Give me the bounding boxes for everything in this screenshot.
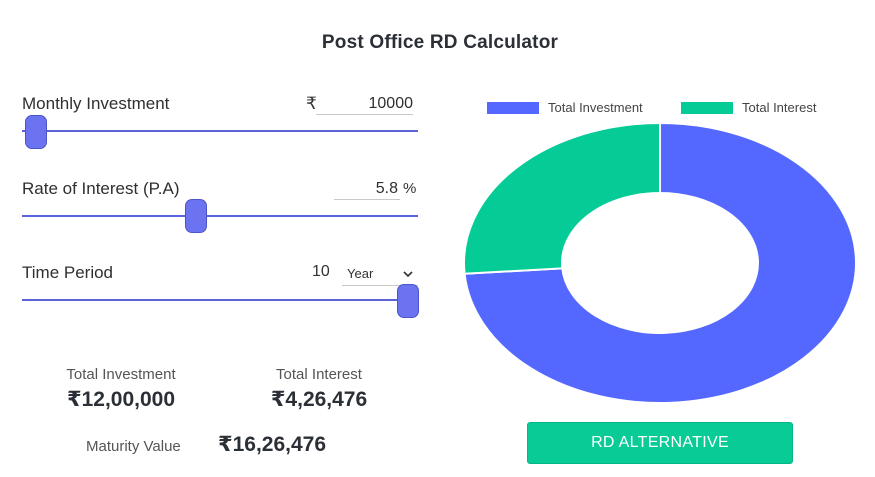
time-period-label: Time Period <box>22 263 114 282</box>
time-period-unit-text: Year <box>347 266 374 281</box>
total-investment-label: Total Investment <box>66 366 176 383</box>
rd-alternative-button[interactable]: RD ALTERNATIVE <box>527 422 793 464</box>
time-period-slider-thumb[interactable] <box>397 284 419 318</box>
rate-of-interest-slider-thumb[interactable] <box>185 199 207 233</box>
monthly-investment-input[interactable]: 10000 <box>316 95 413 115</box>
donut-slice-total-investment[interactable] <box>463 121 857 404</box>
legend-swatch-total-investment <box>487 102 539 114</box>
legend-label-total-interest[interactable]: Total Interest <box>742 100 817 115</box>
rate-of-interest-input[interactable]: 5.8 <box>334 180 400 200</box>
monthly-investment-slider-thumb[interactable] <box>25 115 47 149</box>
rate-of-interest-slider-track[interactable] <box>22 215 418 217</box>
total-interest-label: Total Interest <box>276 366 362 383</box>
time-period-value[interactable]: 10 <box>312 263 330 280</box>
rate-of-interest-label: Rate of Interest (P.A) <box>22 179 180 198</box>
monthly-investment-slider-track[interactable] <box>22 130 418 132</box>
donut-slice-total-interest[interactable] <box>463 121 661 275</box>
maturity-value-label: Maturity Value <box>86 438 181 455</box>
legend-swatch-total-interest <box>681 102 733 114</box>
total-investment-value: ₹12,00,000 <box>66 388 176 411</box>
time-period-slider-track[interactable] <box>22 299 418 301</box>
total-interest-value: ₹4,26,476 <box>270 388 368 411</box>
time-period-unit-select[interactable]: Year <box>342 266 418 286</box>
chevron-down-icon <box>403 271 413 278</box>
maturity-value: ₹16,26,476 <box>218 433 327 456</box>
page-title: Post Office RD Calculator <box>321 32 559 53</box>
rupee-symbol: ₹ <box>306 94 317 113</box>
monthly-investment-label: Monthly Investment <box>22 94 170 113</box>
percent-unit: % <box>403 180 417 197</box>
legend-label-total-investment[interactable]: Total Investment <box>548 100 643 115</box>
investment-interest-donut-chart <box>463 121 857 404</box>
